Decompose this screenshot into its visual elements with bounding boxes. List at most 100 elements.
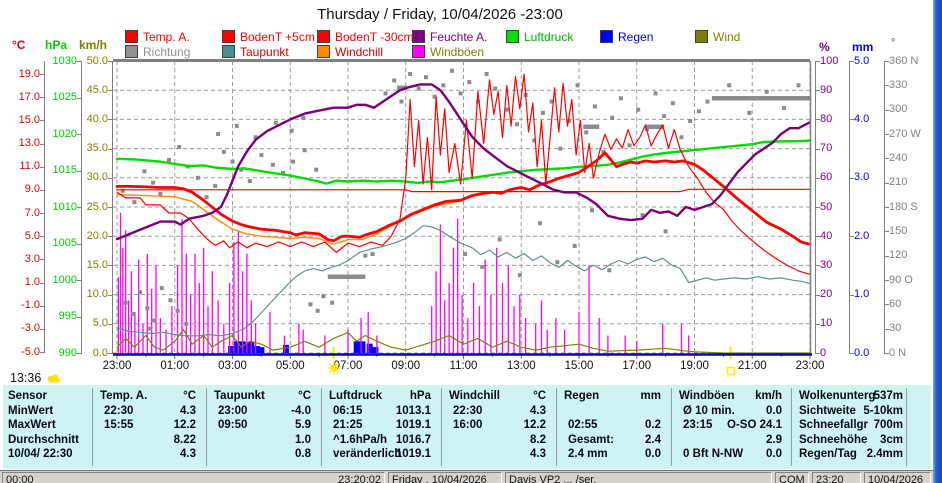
y-axis-tick xyxy=(815,177,820,179)
y-axis-tick xyxy=(815,265,820,267)
legend-label: Luftdruck xyxy=(524,29,574,44)
y-axis-tick xyxy=(884,158,889,160)
y-axis-tick xyxy=(108,353,113,354)
legend-swatch-icon xyxy=(125,30,138,43)
y-tick-label: -3.0 xyxy=(21,322,40,335)
y-tick-label: 1.0 xyxy=(24,276,40,288)
y-tick-label: 7.0 xyxy=(24,206,40,219)
y-axis-tick xyxy=(849,177,854,179)
table-cell-time: 22:30 xyxy=(104,404,134,417)
y-tick-label: 17.0 xyxy=(18,90,40,103)
table-column-separator xyxy=(206,388,207,466)
legend-item-richtung: Richtung xyxy=(125,45,190,59)
y-axis-tick xyxy=(77,353,82,354)
y-tick-label: 60 xyxy=(820,171,833,184)
table-col-unit: °C xyxy=(533,390,546,402)
sun-cloud-icon xyxy=(47,374,61,383)
x-tick-label: 21:00 xyxy=(737,360,767,372)
y-tick-label: 35.0 xyxy=(86,142,108,155)
y-axis-tick xyxy=(77,134,82,135)
axis-unit-humidity: % xyxy=(819,40,830,54)
legend-item-feuchte-a-: Feuchte A. xyxy=(412,30,487,44)
table-cell-value: 2.9 xyxy=(766,433,782,446)
y-tick-label: 210 xyxy=(889,176,908,189)
y-tick-label: 30 xyxy=(889,322,902,335)
y-axis-tick xyxy=(40,305,45,307)
x-tick-label: 23:00 xyxy=(795,360,825,372)
table-row-label: MinWert xyxy=(8,404,54,417)
legend-swatch-icon xyxy=(600,30,613,43)
y-axis-tick xyxy=(77,243,82,245)
table-col-unit: hPa xyxy=(409,390,431,402)
y-tick-label: 1010 xyxy=(52,200,77,213)
table-cell-time: 15:55 xyxy=(104,419,134,431)
y-axis-tick xyxy=(815,207,820,208)
axis-unit-wind: km/h xyxy=(79,38,108,52)
legend-swatch-icon xyxy=(317,45,330,58)
status-bar-segment: Davis VP2 ... /ser. xyxy=(505,472,772,483)
table-row-label: Sensor xyxy=(8,390,47,402)
table-cell-value: 4.3 xyxy=(180,404,196,417)
y-tick-label: 100 xyxy=(820,54,839,67)
y-axis-tick xyxy=(40,236,45,238)
y-axis-tick xyxy=(40,352,45,353)
y-axis-tick xyxy=(884,328,889,330)
legend-label: Wind xyxy=(713,29,741,44)
y-tick-label: 0.0 xyxy=(854,346,870,359)
status-range-start: 00:00 xyxy=(6,474,34,483)
x-tick-label: 13:00 xyxy=(506,360,536,372)
table-col-unit: mm xyxy=(640,390,661,402)
y-tick-label: 50.0 xyxy=(86,54,108,67)
y-tick-label: 120 xyxy=(889,249,908,262)
y-axis-tick xyxy=(849,294,854,296)
status-bar-segment: 00:00 23:20:02 xyxy=(2,472,385,483)
table-col-header: Windchill xyxy=(449,390,501,402)
table-extra-label: Wolkenunterg xyxy=(799,390,876,402)
legend-label: Windchill xyxy=(335,44,384,59)
table-column-separator xyxy=(441,388,442,466)
y-tick-label: 1030 xyxy=(52,54,77,67)
table-cell-time: 0 Bft N-NW xyxy=(683,448,744,460)
page-title: Thursday / Friday, 10/04/2026 -23:00 xyxy=(317,6,563,23)
table-cell-value: 8.22 xyxy=(173,433,196,446)
y-axis-tick xyxy=(815,353,820,354)
table-cell-value: -4.0 xyxy=(291,404,311,417)
y-axis-tick xyxy=(849,353,854,354)
table-cell-time: 23:00 xyxy=(218,404,248,417)
table-cell-time: 23:15 xyxy=(683,419,713,431)
table-col-header: Luftdruck xyxy=(329,390,383,402)
table-row-label: Durchschnitt xyxy=(8,433,79,446)
y-tick-label: 5.0 xyxy=(854,54,870,67)
table-extra-value: 537m xyxy=(873,390,903,402)
status-bar-segment: 10/04/2026 xyxy=(864,472,931,483)
stats-table-background xyxy=(3,385,931,469)
legend-item-luftdruck: Luftdruck xyxy=(506,29,574,44)
legend-label: Temp. A. xyxy=(143,29,190,44)
table-col-unit: °C xyxy=(183,390,196,402)
y-tick-label: 330 xyxy=(889,78,908,91)
y-axis-tick xyxy=(40,143,45,145)
y-axis-tick xyxy=(40,74,45,75)
table-col-header: Taupunkt xyxy=(214,390,265,402)
y-tick-label: 990 xyxy=(58,346,77,359)
y-axis-tick xyxy=(108,294,113,296)
legend-item-bodent-30cm: BodenT -30cm xyxy=(317,30,414,44)
y-tick-label: 40.0 xyxy=(86,112,108,125)
table-cell-value: 12.2 xyxy=(173,419,196,431)
y-axis-tick xyxy=(77,280,82,281)
legend-swatch-icon xyxy=(317,30,330,43)
y-axis-tick xyxy=(108,61,113,62)
y-axis-tick xyxy=(108,236,113,238)
series-bodent30-line xyxy=(116,188,811,193)
y-axis-tick xyxy=(884,207,889,208)
legend-swatch-icon xyxy=(695,30,708,43)
y-tick-label: 9.0 xyxy=(24,183,40,196)
y-axis-tick xyxy=(849,236,854,238)
table-cell-time: 2.4 mm xyxy=(568,448,608,460)
legend-item-wind: Wind xyxy=(695,29,741,44)
y-tick-label: 1025 xyxy=(52,91,77,103)
table-cell-value: 12.2 xyxy=(523,419,546,431)
table-col-unit: km/h xyxy=(755,390,782,402)
chart-plot[interactable] xyxy=(112,59,814,361)
